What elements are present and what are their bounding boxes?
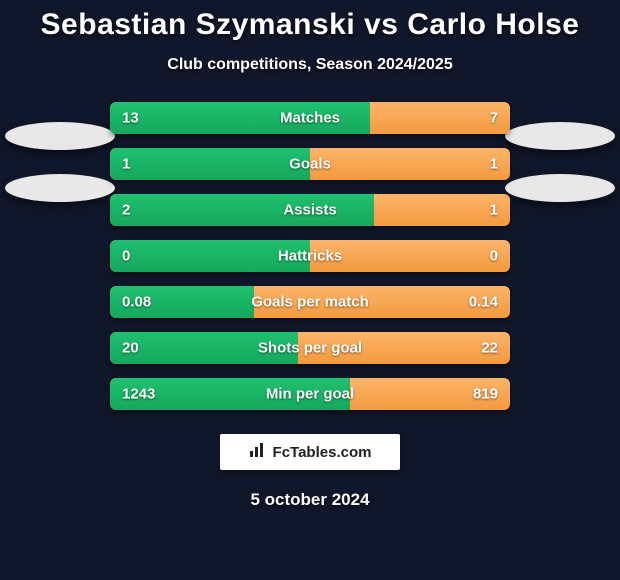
- player-ellipse-left: [5, 122, 115, 150]
- stat-value-left: 0.08: [122, 294, 151, 311]
- stat-value-right: 0.14: [469, 294, 498, 311]
- stat-row: 20 22 Shots per goal: [110, 332, 510, 364]
- subtitle: Club competitions, Season 2024/2025: [0, 56, 620, 74]
- stats-container: 13 7 Matches 1 1 Goals 2 1 Assists 0 0 Hattricks 0.0…: [110, 102, 510, 410]
- stat-label: Matches: [280, 110, 340, 127]
- stat-value-left: 2: [122, 202, 130, 219]
- watermark: FcTables.com: [220, 434, 400, 470]
- stat-value-left: 20: [122, 340, 139, 357]
- stat-row: 0.08 0.14 Goals per match: [110, 286, 510, 318]
- stat-value-left: 13: [122, 110, 139, 127]
- player-ellipse-right: [505, 174, 615, 202]
- stat-value-right: 7: [490, 110, 498, 127]
- player-ellipse-left: [5, 174, 115, 202]
- stat-row: 13 7 Matches: [110, 102, 510, 134]
- stat-value-left: 1243: [122, 386, 155, 403]
- stat-row: 1243 819 Min per goal: [110, 378, 510, 410]
- page-title: Sebastian Szymanski vs Carlo Holse: [0, 0, 620, 42]
- player-ellipse-right: [505, 122, 615, 150]
- stat-bar-left: [110, 148, 310, 180]
- stat-row: 1 1 Goals: [110, 148, 510, 180]
- watermark-text: FcTables.com: [273, 444, 372, 461]
- stat-label: Hattricks: [278, 248, 342, 265]
- stat-label: Goals: [289, 156, 331, 173]
- stat-value-right: 1: [490, 156, 498, 173]
- stat-label: Assists: [283, 202, 336, 219]
- stat-value-left: 0: [122, 248, 130, 265]
- stat-value-right: 22: [481, 340, 498, 357]
- stat-row: 2 1 Assists: [110, 194, 510, 226]
- stat-value-right: 0: [490, 248, 498, 265]
- stat-label: Shots per goal: [258, 340, 362, 357]
- chart-icon: [249, 442, 267, 463]
- stat-value-left: 1: [122, 156, 130, 173]
- stat-label: Min per goal: [266, 386, 354, 403]
- date-label: 5 october 2024: [0, 490, 620, 510]
- stat-label: Goals per match: [251, 294, 369, 311]
- stat-value-right: 1: [490, 202, 498, 219]
- stat-row: 0 0 Hattricks: [110, 240, 510, 272]
- stat-value-right: 819: [473, 386, 498, 403]
